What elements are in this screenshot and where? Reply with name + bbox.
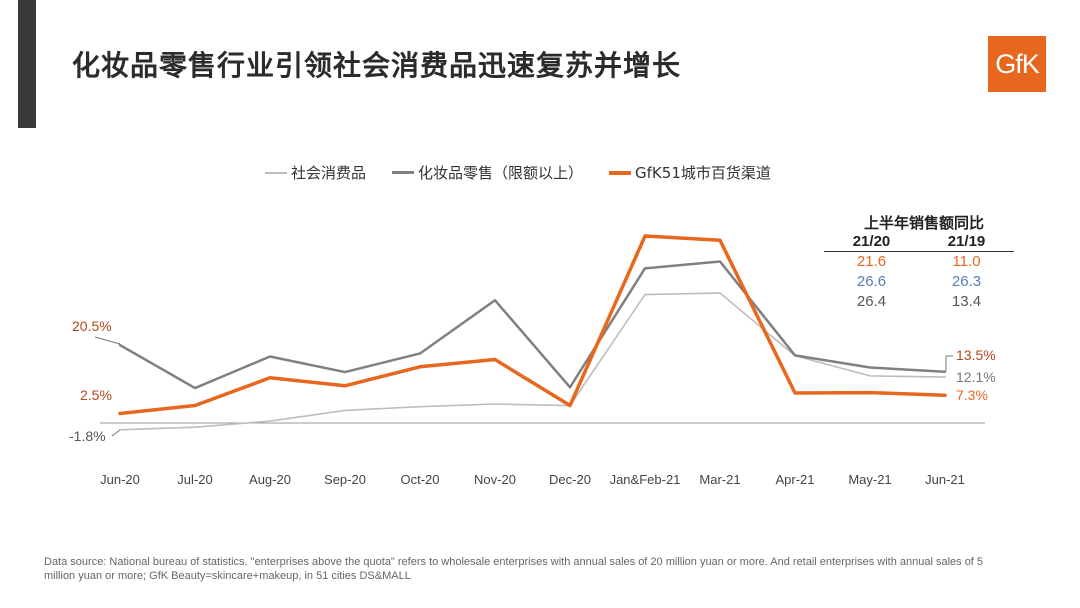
- x-tick-label: Aug-20: [249, 472, 291, 487]
- summary-cell: 26.6: [856, 273, 887, 290]
- summary-cell: 21.6: [856, 253, 887, 270]
- summary-cell: 13.4: [951, 293, 982, 310]
- summary-cell: 26.3: [951, 273, 982, 290]
- annotation-leader: [94, 336, 121, 345]
- x-tick-label: Jun-20: [100, 472, 140, 487]
- summary-header-21-20: 21/20: [852, 233, 891, 250]
- x-tick-label: Jul-20: [177, 472, 212, 487]
- data-label: 20.5%: [72, 318, 112, 334]
- data-label: 2.5%: [80, 387, 112, 403]
- slide-title: 化妆品零售行业引领社会消费品迅速复苏并增长: [72, 49, 682, 82]
- x-tick-label: Dec-20: [549, 472, 591, 487]
- x-tick-label: Jan&Feb-21: [610, 472, 681, 487]
- summary-header-21-19: 21/19: [947, 233, 986, 250]
- data-source-footnote: Data source: National bureau of statisti…: [44, 556, 984, 582]
- legend-label-cosmetics: 化妆品零售（限额以上）: [418, 164, 584, 182]
- legend-item-cosmetics: 化妆品零售（限额以上）: [392, 162, 583, 183]
- legend-swatch-retail: [265, 171, 287, 174]
- gfk-logo: GfK: [988, 36, 1046, 92]
- x-tick-label: Mar-21: [699, 472, 740, 487]
- accent-bar: [18, 0, 36, 128]
- annotation-leader: [111, 429, 121, 437]
- summary-cell: 26.4: [856, 293, 887, 310]
- summary-row-retail: 26.4 13.4: [824, 292, 1014, 312]
- legend-swatch-cosmetics: [392, 171, 415, 174]
- summary-table: 上半年销售额同比 21/20 21/19 21.6 11.0 26.6 26.3…: [824, 212, 1014, 312]
- summary-cell: 11.0: [952, 253, 981, 270]
- summary-row-cosmetics: 26.6 26.3: [824, 272, 1014, 292]
- summary-title: 上半年销售额同比: [863, 215, 984, 232]
- legend-label-gfk: GfK51城市百货渠道: [635, 164, 771, 182]
- series-line: [119, 292, 946, 431]
- data-label: 13.5%: [956, 347, 996, 363]
- summary-row-gfk: 21.6 11.0: [824, 252, 1014, 272]
- data-label: 12.1%: [956, 369, 996, 385]
- x-tick-label: Nov-20: [474, 472, 516, 487]
- legend-item-retail: 社会消费品: [265, 162, 366, 183]
- series-line: [118, 234, 947, 416]
- series-line: [118, 260, 947, 390]
- legend-swatch-gfk: [609, 170, 632, 175]
- x-tick-label: Oct-20: [400, 472, 439, 487]
- legend-label-retail: 社会消费品: [291, 164, 367, 182]
- legend-item-gfk: GfK51城市百货渠道: [609, 162, 771, 183]
- x-tick-label: Sep-20: [324, 472, 366, 487]
- data-label: -1.8%: [69, 428, 106, 444]
- chart-legend: 社会消费品 化妆品零售（限额以上） GfK51城市百货渠道: [265, 162, 797, 183]
- data-label: 7.3%: [956, 387, 988, 403]
- x-tick-label: Jun-21: [925, 472, 965, 487]
- annotation-leader: [945, 355, 953, 371]
- x-tick-label: Apr-21: [775, 472, 814, 487]
- x-tick-label: May-21: [848, 472, 891, 487]
- summary-header-row: 21/20 21/19: [824, 233, 1014, 252]
